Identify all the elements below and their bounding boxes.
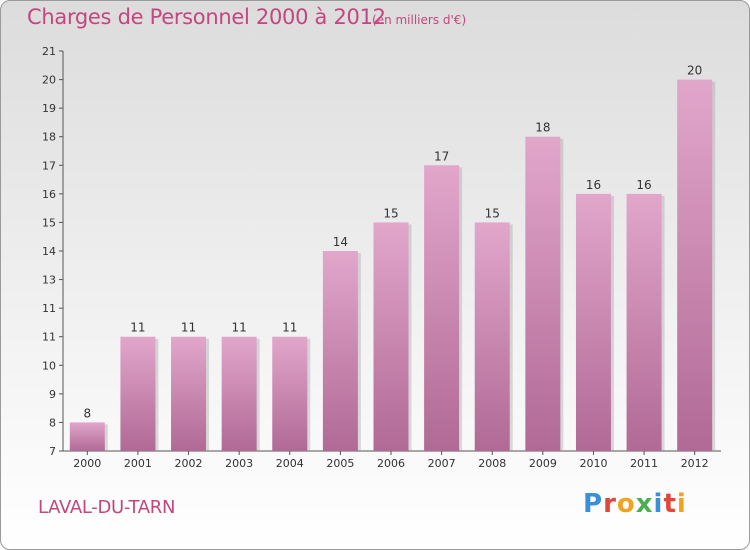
x-tick-label: 2005 [326,457,354,470]
bar-2007[interactable] [424,165,460,452]
x-tick-label: 2009 [529,457,557,470]
y-tick-label: 15 [42,216,56,229]
y-tick-label: 11 [42,331,56,344]
bar-2004[interactable] [272,336,308,451]
bar-value-label: 16 [636,178,651,192]
bar-2011[interactable] [626,193,662,451]
bar-value-label: 17 [434,149,449,163]
bar-2005[interactable] [322,251,358,451]
bar-2006[interactable] [373,222,409,451]
bar-value-label: 18 [535,121,550,135]
y-tick-label: 13 [42,274,56,287]
y-tick-label: 9 [49,388,56,401]
bar-value-label: 11 [282,321,297,335]
y-tick-label: 16 [42,188,56,201]
y-tick-label: 11 [42,302,56,315]
x-tick-label: 2004 [276,457,304,470]
y-tick-label: 21 [42,45,56,58]
x-tick-label: 2002 [175,457,203,470]
y-tick-label: 14 [42,245,56,258]
bar-2010[interactable] [575,193,611,451]
x-tick-label: 2006 [377,457,405,470]
logo-letter: o [616,489,636,519]
bar-value-label: 14 [333,235,348,249]
bar-value-label: 11 [130,321,145,335]
bar-2012[interactable] [677,79,713,452]
logo-letter: r [603,489,617,519]
bar-value-label: 15 [485,206,500,220]
commune-name: LAVAL-DU-TARN [38,497,176,518]
bar-2009[interactable] [525,136,561,451]
y-tick-label: 10 [42,359,56,372]
logo-letter: x [635,489,654,519]
bar-value-label: 16 [586,178,601,192]
bar-2001[interactable] [120,336,156,451]
logo-letter: i [653,489,664,519]
bar-2000[interactable] [69,422,105,451]
y-tick-label: 20 [42,74,56,87]
logo-letter: t [663,489,677,519]
bar-2002[interactable] [171,336,207,451]
bar-2008[interactable] [474,222,510,451]
bars-group: 8 11 11 11 11 14 15 17 15 18 16 16 20 [69,64,716,452]
x-tick-label: 2008 [478,457,506,470]
y-tick-label: 7 [49,445,56,458]
bar-value-label: 11 [181,321,196,335]
y-tick-label: 18 [42,131,56,144]
bar-value-label: 11 [232,321,247,335]
x-tick-label: 2012 [681,457,709,470]
x-tick-label: 2011 [630,457,658,470]
chart-subtitle: (en milliers d'€) [372,13,467,27]
logo-letter: i [676,489,687,519]
bar-value-label: 8 [83,406,91,420]
x-tick-label: 2003 [225,457,253,470]
proxiti-logo[interactable]: Proxiti [583,489,687,519]
x-tick-label: 2010 [579,457,607,470]
logo-letter: P [583,489,604,519]
y-tick-label: 19 [42,102,56,115]
x-tick-label: 2000 [73,457,101,470]
bar-value-label: 20 [687,64,702,78]
chart-title: Charges de Personnel 2000 à 2012 [27,5,386,29]
bar-2003[interactable] [221,336,257,451]
axes: 7 8 9 10 11 11 13 14 15 16 17 18 19 20 21 2000 2001 2002 2… [42,45,721,470]
x-tick-label: 2007 [428,457,456,470]
bar-value-label: 15 [383,206,398,220]
y-tick-label: 8 [49,416,56,429]
y-tick-label: 17 [42,159,56,172]
x-tick-label: 2001 [124,457,152,470]
